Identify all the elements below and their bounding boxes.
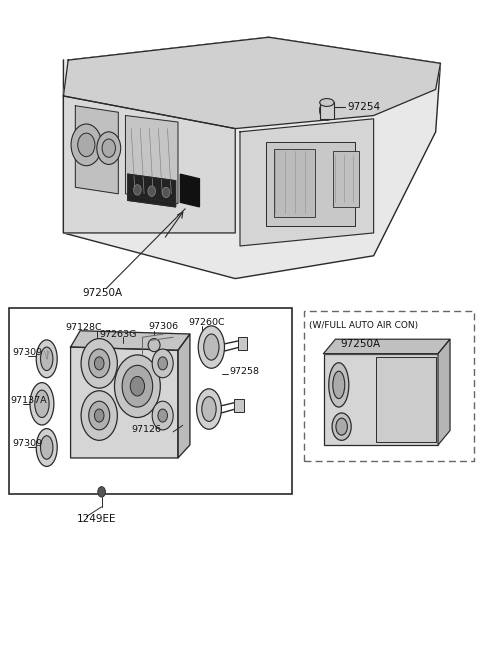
Text: (W/FULL AUTO AIR CON): (W/FULL AUTO AIR CON) [309,321,419,330]
Polygon shape [71,331,190,350]
Polygon shape [125,115,178,204]
Text: 97126: 97126 [131,425,161,434]
Circle shape [133,185,141,195]
Text: 97128C: 97128C [66,323,102,332]
Ellipse shape [36,428,57,466]
Circle shape [81,391,117,440]
Ellipse shape [40,436,53,459]
Ellipse shape [198,326,225,368]
Text: 97137A: 97137A [10,396,47,405]
Bar [234,400,244,412]
Polygon shape [324,339,450,354]
Ellipse shape [35,390,49,417]
Ellipse shape [148,339,160,352]
Circle shape [81,339,117,388]
Circle shape [122,365,153,407]
Bar [275,149,315,217]
Bar [238,337,247,350]
Circle shape [98,487,106,497]
Circle shape [152,349,173,378]
Ellipse shape [332,413,351,440]
Text: 97309: 97309 [12,439,42,448]
Circle shape [97,132,120,164]
Polygon shape [63,37,441,278]
Ellipse shape [329,363,349,407]
Bar [324,354,438,445]
Text: 97309: 97309 [12,348,42,357]
Circle shape [71,124,102,166]
Polygon shape [71,347,178,458]
Bar [333,151,360,207]
Polygon shape [178,334,190,458]
Ellipse shape [204,334,219,360]
Bar [304,311,474,461]
Text: 97263G: 97263G [99,329,137,339]
Ellipse shape [30,383,54,425]
Ellipse shape [36,340,57,378]
Circle shape [115,355,160,417]
Circle shape [89,349,110,378]
Polygon shape [438,339,450,445]
Bar [320,102,334,119]
Ellipse shape [336,418,348,435]
Circle shape [89,402,110,430]
Ellipse shape [320,98,334,106]
Ellipse shape [40,347,53,371]
Circle shape [162,187,170,198]
Circle shape [148,186,156,196]
Ellipse shape [202,397,216,421]
Polygon shape [240,119,373,246]
Ellipse shape [197,389,221,429]
Circle shape [102,139,116,157]
Polygon shape [63,96,235,233]
Circle shape [158,357,168,370]
Text: 97258: 97258 [229,367,259,377]
Circle shape [95,357,104,370]
Ellipse shape [333,371,345,399]
Circle shape [320,100,334,120]
Bar [266,141,355,227]
Text: 97260C: 97260C [189,318,225,327]
Polygon shape [75,105,118,194]
Text: 97306: 97306 [148,322,179,331]
Polygon shape [128,174,176,207]
Text: 97254: 97254 [347,102,380,112]
Circle shape [158,409,168,422]
Polygon shape [63,37,441,128]
Bar [376,357,436,441]
Polygon shape [180,174,199,207]
Text: 97250A: 97250A [340,339,380,349]
Circle shape [152,402,173,430]
Circle shape [130,377,144,396]
Bar [9,308,292,494]
Circle shape [95,409,104,422]
Circle shape [78,133,95,157]
Text: 1249EE: 1249EE [77,514,116,523]
Text: 97250A: 97250A [83,288,123,298]
